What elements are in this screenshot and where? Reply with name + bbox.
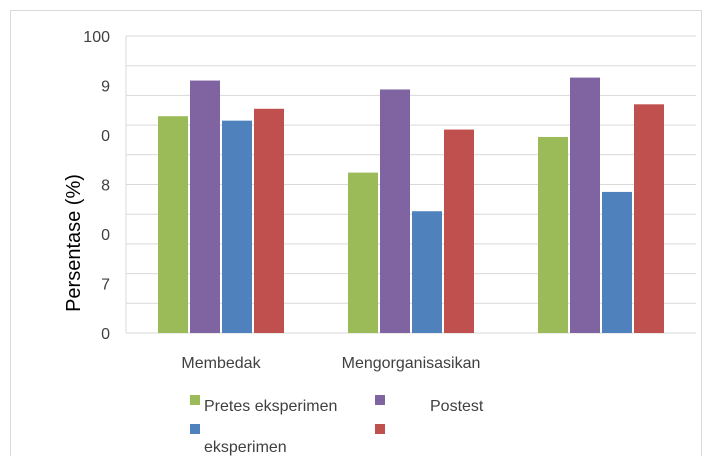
bar: [570, 77, 600, 333]
x-axis-categories: Membedak Mengorganisasikan: [181, 355, 480, 372]
y-tick-label: 7: [101, 277, 110, 294]
legend-label: eksperimen: [204, 439, 287, 456]
legend: Pretes eksperimen Postest eksperimen: [190, 395, 484, 456]
legend-swatch: [190, 395, 200, 405]
legend-label: Pretes eksperimen: [204, 398, 337, 415]
legend-label: Postest: [430, 398, 484, 415]
bar: [222, 120, 252, 334]
bar: [412, 211, 442, 333]
bar: [380, 89, 410, 334]
legend-swatch: [375, 395, 385, 405]
y-tick-label: 100: [83, 29, 110, 46]
y-tick-label: 0: [101, 227, 110, 244]
bar: [348, 172, 378, 333]
gridlines: [125, 35, 696, 334]
x-category-label: Membedak: [181, 355, 261, 372]
legend-swatch: [190, 424, 200, 434]
x-category-label: Mengorganisasikan: [342, 355, 481, 372]
bar: [602, 191, 632, 333]
bar: [538, 136, 568, 333]
bar: [190, 80, 220, 333]
y-tick-label: 0: [101, 128, 110, 145]
legend-swatch: [375, 424, 385, 434]
y-tick-label: 0: [101, 326, 110, 343]
bar: [158, 116, 188, 333]
bars: [158, 77, 664, 334]
bar: [634, 104, 664, 333]
y-axis-ticks: 0 7 0 8 0 9 100: [83, 29, 110, 343]
bar: [444, 129, 474, 333]
y-tick-label: 9: [101, 79, 110, 96]
chart-area: [10, 10, 702, 456]
y-axis-label: Persentase (%): [63, 174, 85, 312]
bar: [254, 108, 284, 333]
y-tick-label: 8: [101, 178, 110, 195]
